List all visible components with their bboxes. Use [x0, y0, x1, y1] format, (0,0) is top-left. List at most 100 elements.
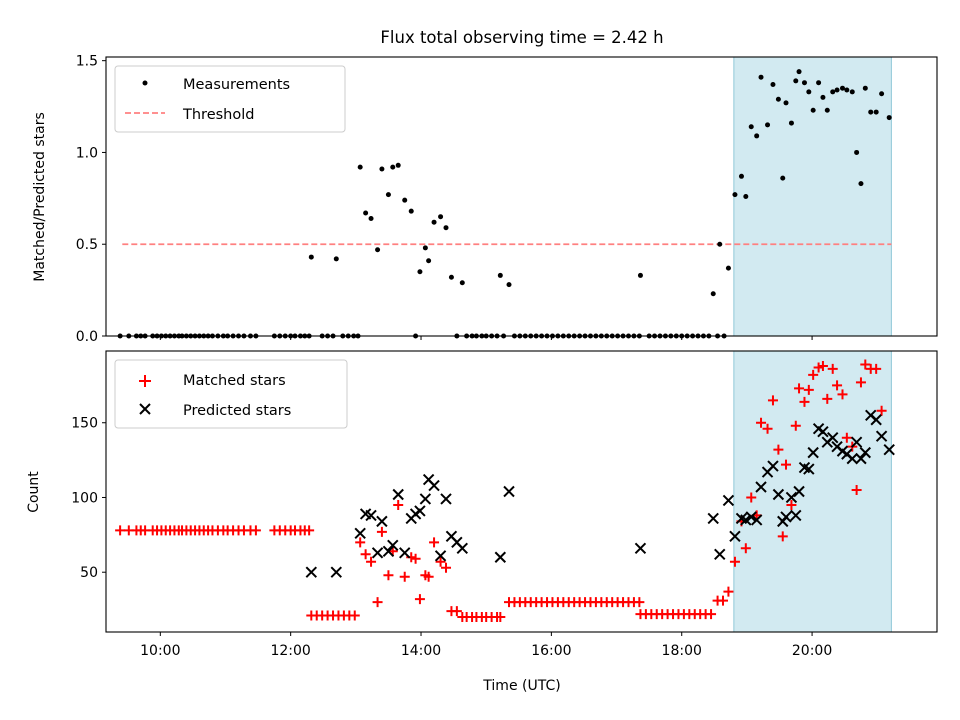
measurement-point [824, 107, 830, 113]
matched-star-point [790, 420, 801, 431]
matched-star-point [781, 459, 792, 470]
matched-star-point [799, 396, 810, 407]
measurement-point [497, 272, 503, 278]
predicted-star-point [387, 539, 399, 552]
measurement-point [448, 274, 454, 280]
matched-star-point [410, 553, 421, 564]
bottom-legend-box [114, 359, 348, 429]
measurement-point [743, 194, 749, 199]
legend-marker-matched-stars [139, 375, 151, 387]
matched-star-point [634, 597, 645, 608]
y-tick-label: 100 [71, 490, 98, 506]
measurement-point [886, 115, 892, 121]
predicted-star-point [382, 545, 395, 557]
x-tick-label: 18:00 [662, 643, 702, 659]
matched-star-point [773, 444, 784, 455]
matched-star-point [435, 556, 446, 567]
matched-star-point [871, 363, 882, 374]
measurement-point [395, 162, 401, 168]
predicted-star-point [790, 509, 802, 522]
measurement-point [793, 78, 799, 84]
matched-star-point [718, 595, 729, 606]
y-tick-label: 0.0 [76, 329, 98, 345]
legend-label-predicted-stars: Predicted stars [183, 403, 291, 419]
matched-star-point [762, 423, 773, 434]
measurement-point [879, 91, 885, 97]
predicted-star-point [745, 511, 757, 523]
measurement-point [375, 247, 381, 253]
bottom-panel-legend: Matched stars Predicted stars [114, 359, 348, 429]
measurement-point [725, 265, 731, 271]
x-tick-label: 10:00 [140, 643, 180, 659]
matched-star-point [756, 417, 767, 428]
predicted-star-point [707, 512, 719, 525]
measurement-point [783, 100, 789, 106]
x-tick-label: 12:00 [270, 643, 310, 659]
legend-label-measurements: Measurements [183, 77, 290, 93]
predicted-star-point [785, 491, 798, 504]
y-tick-label: 150 [71, 416, 98, 432]
y-tick-label: 50 [80, 565, 98, 581]
measurement-point [717, 241, 723, 247]
measurement-point [417, 269, 423, 275]
predicted-star-point [875, 430, 888, 442]
top-panel-yticks: 0.0 0.5 1.0 1.5 [76, 54, 106, 345]
measurement-point [738, 173, 744, 179]
x-tick-label: 20:00 [792, 643, 832, 659]
predicted-star-point [722, 494, 735, 507]
matched-star-point [723, 586, 734, 597]
measurement-point [385, 192, 391, 198]
measurement-point [357, 164, 363, 170]
matched-star-point [729, 556, 740, 567]
matched-star-point [383, 570, 394, 581]
matched-star-point [817, 360, 828, 371]
predicted-star-point [803, 463, 815, 475]
predicted-star-point [434, 550, 447, 562]
matched-star-point [399, 571, 410, 582]
measurement-point [844, 87, 850, 93]
matched-star-point [822, 393, 833, 404]
matched-star-point [767, 395, 778, 406]
predicted-star-point [440, 493, 452, 505]
predicted-star-point [419, 493, 432, 505]
predicted-star-point [354, 527, 366, 540]
predicted-star-point [750, 514, 763, 526]
measurement-point [443, 225, 449, 231]
predicted-star-point [365, 509, 377, 522]
measurement-point [770, 82, 776, 88]
measurement-point [754, 133, 760, 139]
predicted-star-point [855, 452, 867, 465]
predicted-star-point [392, 488, 404, 501]
measurement-point [810, 107, 816, 113]
matched-star-point [746, 492, 757, 503]
predicted-star-point [634, 542, 647, 555]
matched-star-point [860, 359, 871, 370]
predicted-star-point [772, 488, 785, 501]
matched-star-point [376, 526, 387, 537]
matched-star-point [372, 597, 383, 608]
measurement-point [765, 122, 771, 128]
measurement-point [806, 89, 812, 95]
predicted-star-point [793, 485, 805, 498]
matched-star-point [808, 369, 819, 380]
measurement-point [368, 216, 374, 222]
measurement-point [459, 280, 465, 286]
legend-label-matched-stars: Matched stars [183, 373, 286, 389]
matched-star-point [827, 363, 838, 374]
predicted-star-point [870, 414, 882, 426]
predicted-star-point [714, 548, 726, 560]
measurement-point [438, 214, 444, 220]
top-panel-xticks [159, 336, 813, 340]
measurement-point [390, 164, 396, 170]
matched-star-point [786, 499, 797, 510]
x-tick-label: 16:00 [531, 643, 571, 659]
bottom-panel-points-layer [115, 359, 895, 623]
measurement-point [801, 80, 807, 86]
matched-star-point [366, 556, 377, 567]
measurement-point [363, 210, 369, 216]
measurement-point [780, 175, 786, 181]
measurement-point [732, 192, 738, 198]
bottom-panel-yticks: 50 100 150 [71, 416, 106, 581]
measurement-point [748, 124, 754, 130]
